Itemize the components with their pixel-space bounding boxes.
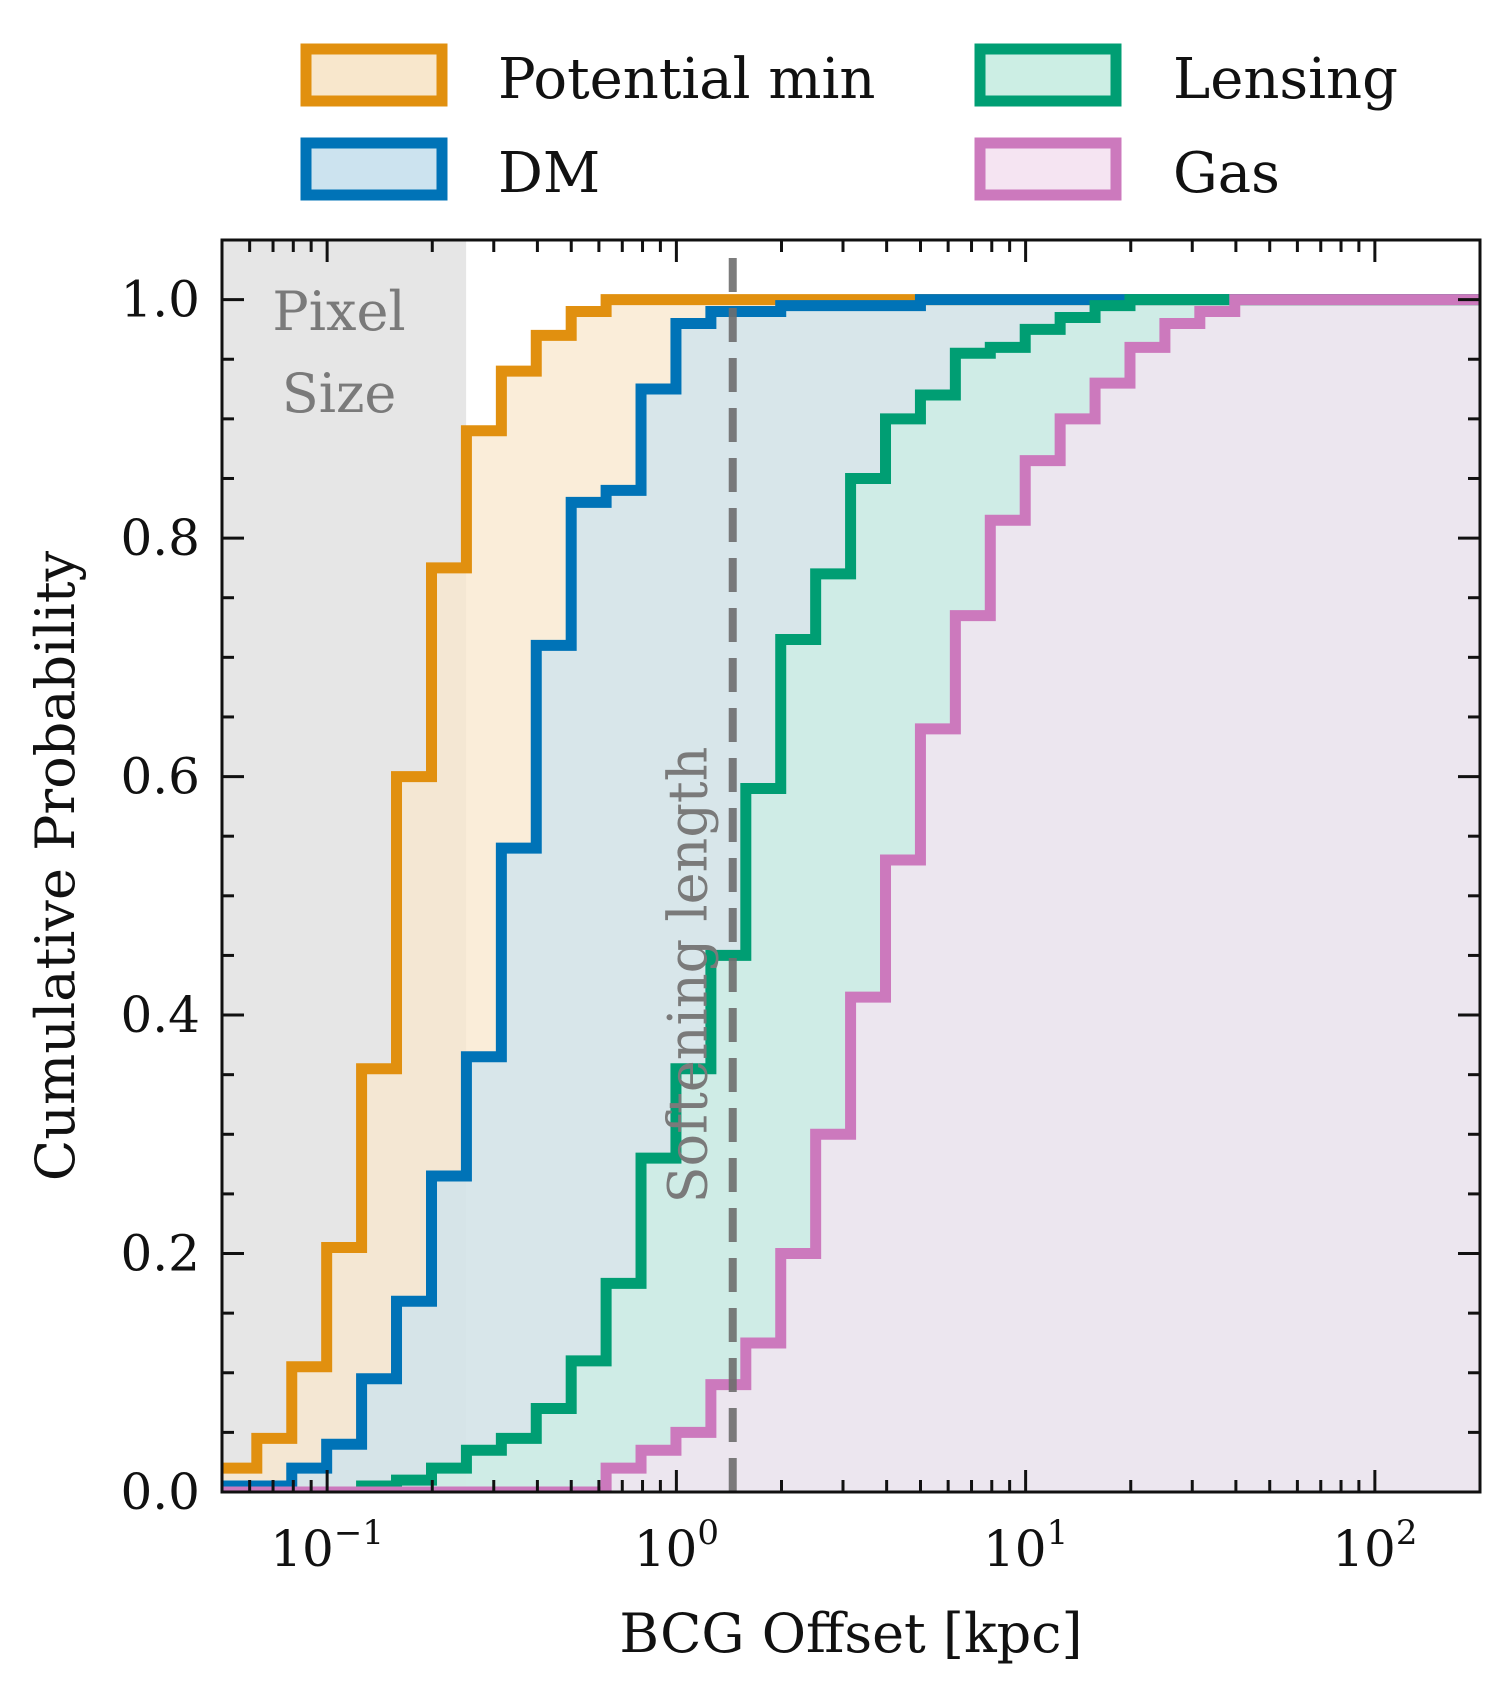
series-fills: [222, 299, 1480, 1492]
series-line-lensing: [222, 294, 1480, 1492]
plot-frame: [220, 238, 1482, 1494]
y-tick-label: 0.0: [120, 1463, 200, 1521]
pixel-size-label-line1: Pixel: [272, 280, 405, 343]
y-tick-label: 0.6: [120, 748, 200, 806]
legend: Potential min DM Lensing Gas: [300, 43, 1398, 206]
legend-swatch-dm: [300, 137, 448, 201]
series-fill-gas: [222, 299, 1480, 1492]
legend-swatch-lensing: [974, 43, 1122, 107]
y-tick-label: 1.0: [120, 271, 200, 329]
legend-label-dm: DM: [498, 141, 600, 206]
series-lines: [222, 294, 1480, 1492]
y-tick-label: 0.2: [120, 1225, 200, 1283]
legend-label-gas: Gas: [1173, 141, 1280, 206]
x-tick-label: 100: [634, 1513, 719, 1578]
x-tick-label: 102: [1332, 1513, 1417, 1578]
x-tick-labels: 10−1 100 101 102: [270, 1513, 1417, 1578]
legend-label-lensing: Lensing: [1173, 47, 1398, 112]
y-tick-label: 0.8: [120, 509, 200, 567]
legend-label-potential-min: Potential min: [498, 47, 875, 112]
x-axis-title: BCG Offset [kpc]: [619, 1602, 1082, 1665]
y-tick-labels: 0.0 0.2 0.4 0.6 0.8 1.0: [120, 271, 200, 1521]
legend-swatch-gas: [974, 137, 1122, 201]
x-tick-label: 101: [983, 1513, 1068, 1578]
x-tick-label: 10−1: [270, 1513, 384, 1578]
legend-swatch-potential-min: [300, 43, 448, 107]
series-line-gas: [222, 294, 1480, 1492]
pixel-size-label-line2: Size: [282, 362, 397, 425]
plot-area: Softening length Pixel Size: [220, 238, 1482, 1494]
softening-length-label: Softening length: [657, 747, 720, 1204]
y-tick-label: 0.4: [120, 986, 200, 1044]
y-axis-title: Cumulative Probability: [24, 550, 87, 1181]
